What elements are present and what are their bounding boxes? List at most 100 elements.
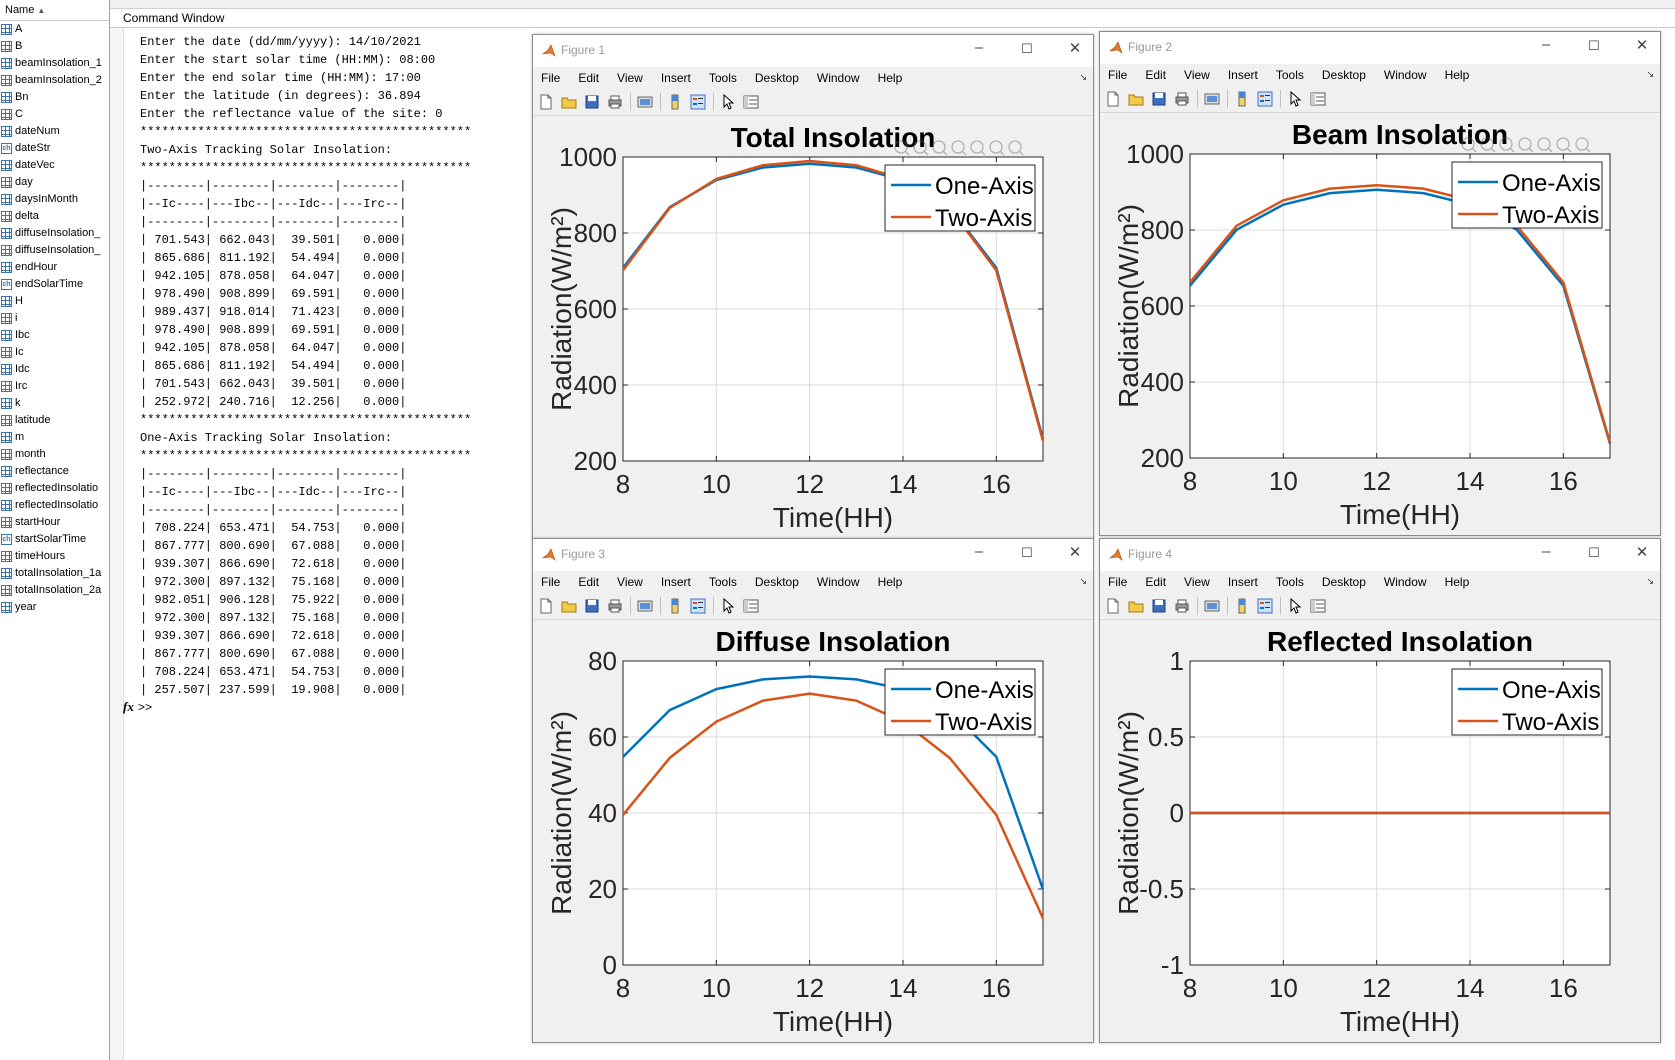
menu-tools[interactable]: Tools [1275,575,1304,589]
menu-desktop[interactable]: Desktop [1321,68,1366,82]
link-plot-icon[interactable] [637,598,653,614]
chart-legend[interactable]: One-Axis Two-Axis [884,668,1036,736]
maximize-button[interactable]: ☐ [1588,38,1600,53]
close-button[interactable]: ✕ [1635,544,1649,561]
menu-window[interactable]: Window [1383,68,1427,82]
axes-toolbar[interactable] [894,140,1024,156]
figure-window-2[interactable]: Figure 2 – ☐ ✕ File Edit View Insert Tools Deskto… [1099,31,1661,536]
chart-plot[interactable]: 8 10 12 14 16 200 400 600 800 1000 Total Insolatio… [533,115,1093,539]
menu-insert[interactable]: Insert [660,71,691,85]
save-figure-icon[interactable] [584,598,600,614]
new-figure-icon[interactable] [538,94,554,110]
menu-view[interactable]: View [1184,68,1210,82]
axes-area[interactable]: 8 10 12 14 16 -1 -0.5 0 0.5 1 Reflected Insolation… [1100,619,1660,1043]
home-icon[interactable] [1575,137,1591,153]
print-figure-icon[interactable] [1174,91,1190,107]
workspace-variable-row[interactable]: diffuseInsolation_ [0,242,109,259]
menu-tools[interactable]: Tools [1275,68,1304,82]
save-figure-icon[interactable] [584,94,600,110]
property-inspector-icon[interactable] [743,598,759,614]
workspace-variable-row[interactable]: ch startSolarTime [0,531,109,548]
menu-edit[interactable]: Edit [578,71,600,85]
workspace-variable-row[interactable]: dateVec [0,157,109,174]
print-figure-icon[interactable] [1174,598,1190,614]
minimize-button[interactable]: – [974,39,984,56]
chart-legend[interactable]: One-Axis Two-Axis [1451,161,1603,229]
workspace-variable-row[interactable]: H [0,293,109,310]
chart-legend[interactable]: One-Axis Two-Axis [1451,668,1603,736]
dock-figure-icon[interactable]: ↘ [1079,576,1087,586]
edit-plot-arrow-icon[interactable] [720,94,736,110]
dock-figure-icon[interactable]: ↘ [1079,72,1087,82]
command-window-output[interactable]: Enter the date (dd/mm/yyyy): 14/10/2021 E… [140,33,471,699]
figure-title-bar[interactable]: Figure 2 – ☐ ✕ [1100,32,1660,64]
menu-help[interactable]: Help [877,71,903,85]
menu-window[interactable]: Window [816,71,860,85]
figure-title-bar[interactable]: Figure 1 – ☐ ✕ [533,35,1093,67]
figure-window-1[interactable]: Figure 1 – ☐ ✕ File Edit View Insert Tools Deskto… [532,34,1094,539]
close-button[interactable]: ✕ [1068,544,1082,561]
dock-figure-icon[interactable]: ↘ [1646,69,1654,79]
figure-title-bar[interactable]: Figure 4 – ☐ ✕ [1100,539,1660,571]
print-figure-icon[interactable] [607,94,623,110]
insert-colorbar-icon[interactable] [667,94,683,110]
zoom-in-icon[interactable] [970,140,986,156]
figure-window-4[interactable]: Figure 4 – ☐ ✕ File Edit View Insert Tools Deskto… [1099,538,1661,1043]
workspace-variable-row[interactable]: C [0,106,109,123]
close-button[interactable]: ✕ [1068,40,1082,57]
workspace-variable-row[interactable]: timeHours [0,548,109,565]
dock-figure-icon[interactable]: ↘ [1646,576,1654,586]
brush-icon[interactable] [913,140,929,156]
workspace-variable-row[interactable]: daysInMonth [0,191,109,208]
workspace-variable-row[interactable]: delta [0,208,109,225]
workspace-variable-row[interactable]: day [0,174,109,191]
series-line-two-axis[interactable] [621,159,1045,442]
menu-view[interactable]: View [617,575,643,589]
figure-title-bar[interactable]: Figure 3 – ☐ ✕ [533,539,1093,571]
insert-legend-icon[interactable] [690,598,706,614]
maximize-button[interactable]: ☐ [1021,41,1033,56]
save-figure-icon[interactable] [1151,598,1167,614]
series-line-one-axis[interactable] [1189,188,1612,445]
menu-help[interactable]: Help [1444,575,1470,589]
insert-colorbar-icon[interactable] [667,598,683,614]
menu-desktop[interactable]: Desktop [1321,575,1366,589]
workspace-variable-row[interactable]: reflectedInsolatio [0,497,109,514]
workspace-variable-row[interactable]: reflectedInsolatio [0,480,109,497]
link-plot-icon[interactable] [1204,598,1220,614]
new-figure-icon[interactable] [1105,91,1121,107]
insert-colorbar-icon[interactable] [1234,598,1250,614]
workspace-variable-row[interactable]: Bn [0,89,109,106]
menu-view[interactable]: View [1184,575,1210,589]
workspace-variable-row[interactable]: k [0,395,109,412]
menu-file[interactable]: File [1108,575,1128,589]
pan-icon[interactable] [1518,137,1534,153]
menu-tools[interactable]: Tools [708,575,737,589]
workspace-variable-row[interactable]: m [0,429,109,446]
new-figure-icon[interactable] [1105,598,1121,614]
edit-plot-arrow-icon[interactable] [1287,598,1303,614]
menu-edit[interactable]: Edit [1145,68,1167,82]
axes-area[interactable]: 8 10 12 14 16 200 400 600 800 1000 Beam Insolation… [1100,112,1660,536]
axes-area[interactable]: 8 10 12 14 16 200 400 600 800 1000 Total Insolatio… [533,115,1093,539]
minimize-button[interactable]: – [974,543,984,560]
close-button[interactable]: ✕ [1635,37,1649,54]
menu-tools[interactable]: Tools [708,71,737,85]
menu-edit[interactable]: Edit [1145,575,1167,589]
workspace-variable-row[interactable]: beamInsolation_1 [0,55,109,72]
export-icon[interactable] [1461,137,1477,153]
link-plot-icon[interactable] [1204,91,1220,107]
insert-legend-icon[interactable] [1257,91,1273,107]
command-prompt[interactable]: fx >> [123,699,152,715]
open-file-icon[interactable] [561,598,577,614]
data-tips-icon[interactable] [1499,137,1515,153]
chart-plot[interactable]: 8 10 12 14 16 200 400 600 800 1000 Beam Insolation… [1100,112,1660,536]
axes-area[interactable]: 8 10 12 14 16 0 20 40 60 80 Diffuse Insolation Time… [533,619,1093,1043]
save-figure-icon[interactable] [1151,91,1167,107]
menu-file[interactable]: File [541,575,561,589]
pan-icon[interactable] [951,140,967,156]
workspace-variable-row[interactable]: diffuseInsolation_ [0,225,109,242]
edit-plot-arrow-icon[interactable] [1287,91,1303,107]
menu-insert[interactable]: Insert [1227,575,1258,589]
brush-icon[interactable] [1480,137,1496,153]
